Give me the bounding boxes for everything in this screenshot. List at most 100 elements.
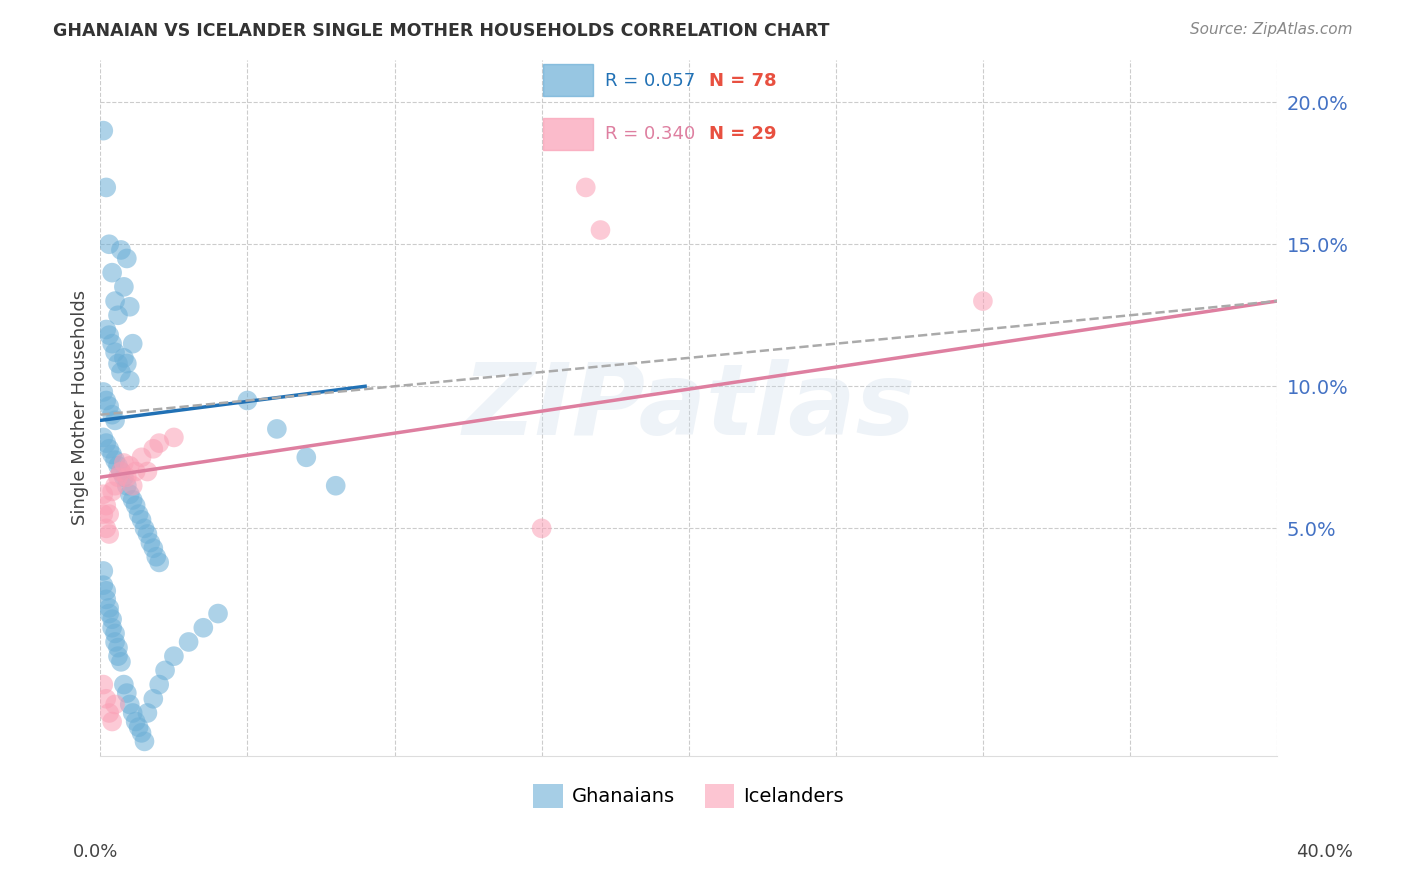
Point: [91, 564, 114, 578]
Point: [115, 470, 138, 484]
Point: [177, 635, 200, 649]
Point: [104, 453, 127, 467]
Point: [115, 479, 138, 493]
Point: [98, 507, 121, 521]
Bar: [543, 118, 593, 150]
Point: [96, 521, 118, 535]
Point: [96, 691, 118, 706]
Point: [110, 365, 132, 379]
Point: [139, 535, 162, 549]
Point: [134, 734, 156, 748]
Text: GHANAIAN VS ICELANDER SINGLE MOTHER HOUSEHOLDS CORRELATION CHART: GHANAIAN VS ICELANDER SINGLE MOTHER HOUS…: [53, 22, 830, 40]
Point: [98, 328, 121, 343]
Point: [104, 698, 127, 712]
Y-axis label: Single Mother Households: Single Mother Households: [72, 290, 89, 525]
Point: [115, 252, 138, 266]
Legend: Ghanaians, Icelanders: Ghanaians, Icelanders: [526, 776, 852, 815]
Point: [236, 393, 259, 408]
Point: [148, 556, 170, 570]
Point: [142, 442, 165, 456]
Point: [142, 691, 165, 706]
Point: [131, 450, 153, 465]
Point: [91, 384, 114, 399]
Text: ZIPatlas: ZIPatlas: [463, 359, 915, 456]
Point: [145, 549, 167, 564]
Point: [91, 507, 114, 521]
Point: [110, 243, 132, 257]
Point: [148, 436, 170, 450]
Point: [295, 450, 318, 465]
Point: [131, 513, 153, 527]
Point: [101, 336, 124, 351]
Point: [91, 677, 114, 691]
Point: [142, 541, 165, 556]
Point: [104, 626, 127, 640]
Point: [98, 600, 121, 615]
Point: [98, 706, 121, 720]
Point: [530, 521, 553, 535]
Point: [107, 357, 129, 371]
Point: [107, 458, 129, 473]
Point: [107, 308, 129, 322]
Point: [110, 465, 132, 479]
Point: [193, 621, 215, 635]
Point: [91, 430, 114, 444]
Point: [124, 465, 146, 479]
Point: [136, 706, 159, 720]
Point: [163, 649, 186, 664]
Point: [115, 686, 138, 700]
Point: [110, 655, 132, 669]
Point: [118, 374, 141, 388]
Point: [136, 465, 159, 479]
Point: [101, 408, 124, 422]
Point: [101, 621, 124, 635]
Point: [98, 399, 121, 413]
Point: [104, 413, 127, 427]
Point: [112, 280, 135, 294]
Point: [104, 635, 127, 649]
Point: [112, 351, 135, 365]
Point: [98, 442, 121, 456]
Point: [101, 484, 124, 499]
Point: [96, 436, 118, 450]
Point: [131, 726, 153, 740]
Point: [115, 357, 138, 371]
Point: [107, 470, 129, 484]
Point: [98, 237, 121, 252]
Point: [124, 714, 146, 729]
Point: [104, 345, 127, 359]
Point: [134, 521, 156, 535]
Point: [110, 465, 132, 479]
Point: [96, 592, 118, 607]
Point: [104, 294, 127, 309]
Point: [112, 677, 135, 691]
Point: [101, 714, 124, 729]
Point: [128, 720, 150, 734]
Point: [121, 479, 143, 493]
Point: [124, 499, 146, 513]
Point: [121, 706, 143, 720]
Point: [107, 640, 129, 655]
Text: Source: ZipAtlas.com: Source: ZipAtlas.com: [1189, 22, 1353, 37]
Point: [163, 430, 186, 444]
Point: [128, 507, 150, 521]
Point: [96, 180, 118, 194]
Point: [136, 527, 159, 541]
Point: [98, 607, 121, 621]
Text: R = 0.057: R = 0.057: [605, 72, 695, 90]
Point: [112, 470, 135, 484]
Point: [325, 479, 347, 493]
Point: [112, 456, 135, 470]
Point: [121, 492, 143, 507]
Point: [107, 649, 129, 664]
Text: N = 78: N = 78: [709, 72, 776, 90]
Point: [91, 487, 114, 501]
Point: [266, 422, 288, 436]
Point: [118, 698, 141, 712]
Text: N = 29: N = 29: [709, 126, 776, 144]
Point: [121, 336, 143, 351]
Point: [589, 223, 612, 237]
Point: [96, 499, 118, 513]
Point: [91, 123, 114, 137]
Point: [575, 180, 598, 194]
